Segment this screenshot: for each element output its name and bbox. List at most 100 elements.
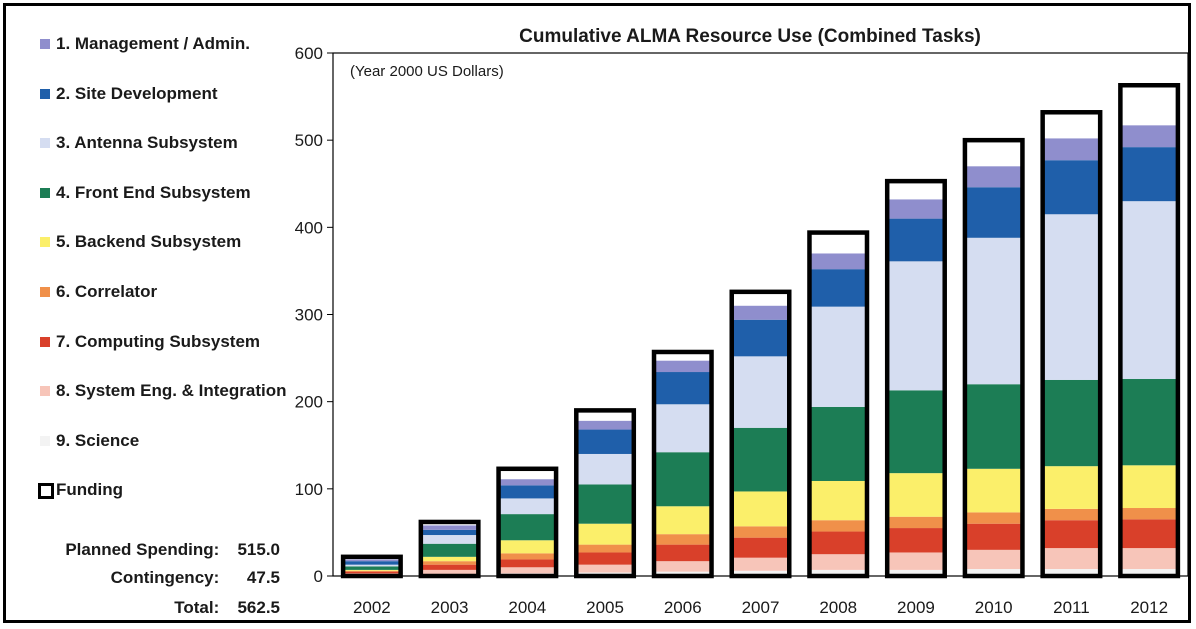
bar-segment <box>1120 548 1178 570</box>
bar-segment <box>809 253 867 270</box>
bar-segment <box>654 372 712 405</box>
bar-segment <box>654 360 712 373</box>
bar-segment <box>420 564 479 570</box>
funding-bar-outline <box>340 554 403 579</box>
legend-label: 1. Management / Admin. <box>56 34 250 53</box>
bar-segment <box>576 420 634 430</box>
contingency-row: Contingency: 47.5 <box>111 568 280 588</box>
bar-segment <box>887 569 945 576</box>
legend-swatch <box>40 187 50 198</box>
funding-bar-outline <box>496 466 559 579</box>
bar-segment <box>887 261 945 391</box>
bar-segment <box>654 534 712 545</box>
bar-segment <box>731 537 790 558</box>
x-tick-label: 2003 <box>431 598 469 617</box>
legend-label: 2. Site Development <box>56 83 218 103</box>
bar-segment <box>343 566 401 570</box>
bar-segment <box>964 384 1023 469</box>
legend-label: 7. Computing Subsystem <box>56 331 261 351</box>
bar-segment <box>420 556 479 562</box>
bar-segment <box>420 569 479 575</box>
y-tick-label: 500 <box>295 131 323 150</box>
bar-segment <box>964 569 1023 576</box>
bar-segment <box>809 520 867 532</box>
bar-segment <box>887 516 945 529</box>
funding-bar-outline <box>884 178 947 579</box>
x-tick-label: 2002 <box>353 598 391 617</box>
legend-label: 6. Correlator <box>56 282 158 301</box>
bar-segment <box>887 552 945 570</box>
chart-subtitle: (Year 2000 US Dollars) <box>350 63 504 80</box>
bar-segment <box>1042 508 1101 521</box>
funding-bar-outline <box>807 230 870 579</box>
bar-segment <box>420 535 479 544</box>
funding-bar-outline <box>1118 83 1181 579</box>
plot-area: (Year 2000 US Dollars) 0 100 200 300 400 500 60… <box>295 44 1189 617</box>
bar-segment <box>887 473 945 517</box>
bar-segment <box>343 561 401 565</box>
bar-segment <box>1120 508 1178 520</box>
x-tick-label: 2010 <box>975 598 1013 617</box>
planned-spending-row: Planned Spending: 515.0 <box>65 540 280 560</box>
bar-segment <box>576 453 634 485</box>
bar-segment <box>1120 379 1178 466</box>
bar-segment <box>576 484 634 524</box>
x-tick-label: 2012 <box>1130 598 1168 617</box>
bar-segment <box>809 306 867 407</box>
bar-segment <box>809 269 867 307</box>
bar-segment <box>654 544 712 562</box>
funding-bar-outline <box>729 289 792 579</box>
bar-segment <box>1042 379 1101 467</box>
bar-segment <box>964 512 1023 524</box>
legend-swatch <box>40 138 50 149</box>
bar-segment <box>1042 138 1101 161</box>
bar-segment <box>498 498 557 515</box>
bar-segment <box>654 452 712 507</box>
total-value: 562.5 <box>237 598 280 617</box>
legend-swatch <box>40 39 50 49</box>
funding-bar-outline <box>574 408 637 579</box>
legend-swatch <box>40 336 50 347</box>
bar-segment <box>1042 569 1101 576</box>
bar-segment <box>731 570 790 576</box>
bar-segment <box>1042 466 1101 509</box>
bar-segment <box>964 549 1023 570</box>
planned-spending-value: 515.0 <box>237 540 280 559</box>
legend-swatch <box>40 237 50 248</box>
legend-label: 4. Front End Subsystem <box>56 182 251 202</box>
bar-segment <box>809 406 867 481</box>
y-tick-label: 300 <box>295 306 323 325</box>
bar-segment <box>654 561 712 572</box>
bar-segment <box>343 570 401 572</box>
bar-segment <box>1120 465 1178 509</box>
bar-segment <box>1120 519 1178 549</box>
bar-segment <box>576 523 634 545</box>
y-tick-label: 100 <box>295 480 323 499</box>
bar-segment <box>343 571 401 574</box>
bar-segment <box>964 468 1023 513</box>
legend-label: 3. Antenna Subsystem <box>56 133 238 153</box>
legend-swatch <box>40 287 50 297</box>
bar-segment <box>576 429 634 454</box>
bar-segment <box>1042 214 1101 380</box>
bar-segment <box>887 218 945 262</box>
legend-swatch <box>40 386 50 397</box>
bar-segment <box>1120 147 1178 202</box>
bar-segment <box>498 479 557 486</box>
bar-segment <box>1120 201 1178 380</box>
bar-segment <box>1120 125 1178 148</box>
bar-segment <box>964 237 1023 385</box>
legend-swatch <box>40 435 50 446</box>
bar-segment <box>731 526 790 538</box>
bar-segment <box>731 427 790 492</box>
total-label: Total: <box>174 598 220 617</box>
bar-segment <box>498 540 557 554</box>
bar-segment <box>576 544 634 553</box>
bar-segment <box>964 187 1023 238</box>
funding-bar-outline <box>418 519 481 579</box>
legend-label: 9. Science <box>56 430 140 450</box>
bar-segment <box>498 514 557 541</box>
x-tick-label: 2008 <box>819 598 857 617</box>
legend-label: 5. Backend Subsystem <box>56 232 242 252</box>
